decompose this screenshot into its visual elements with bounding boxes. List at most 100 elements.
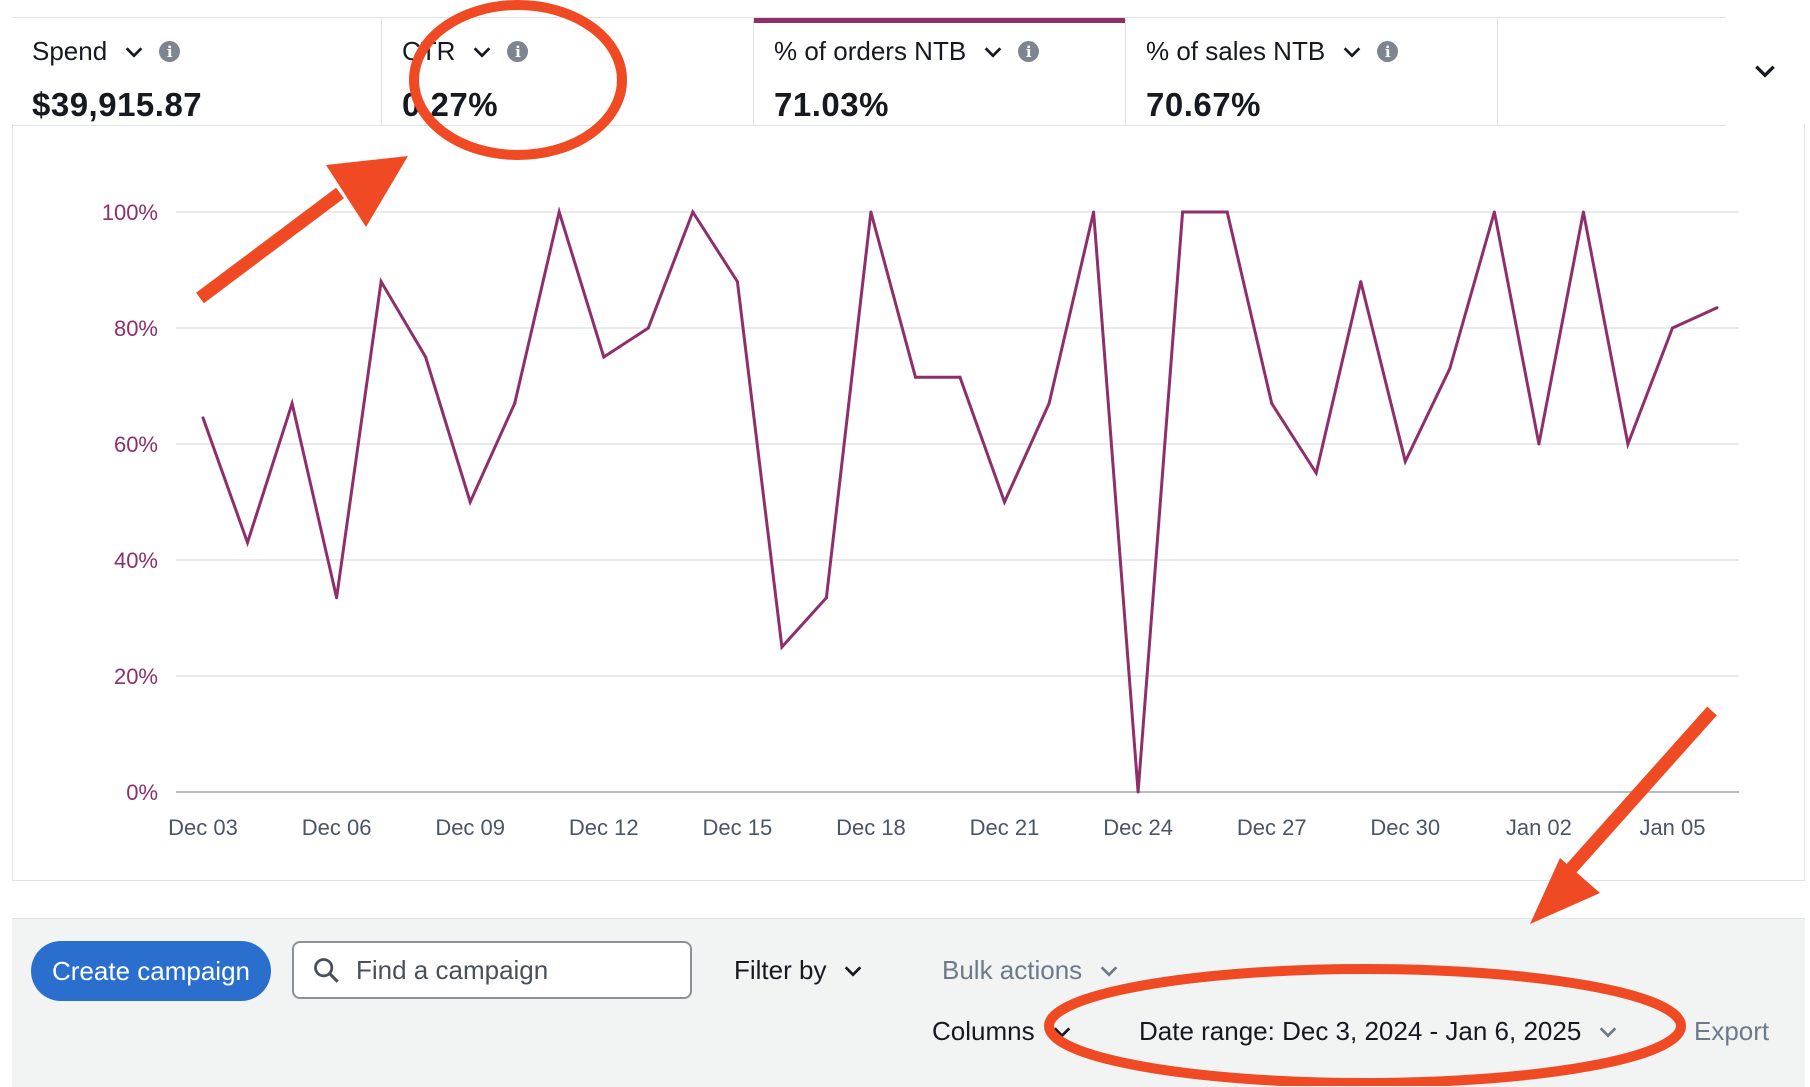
- chevron-down-icon: [845, 965, 862, 977]
- data-point[interactable]: [290, 401, 294, 405]
- series-line[interactable]: [201, 206, 1718, 793]
- data-point[interactable]: [1181, 210, 1185, 214]
- data-point[interactable]: [1314, 471, 1318, 475]
- info-icon[interactable]: i: [507, 41, 529, 62]
- chart-panel: 0% 20% 40% 60% 80% 100% Dec 03 Dec 06 Dec 09 Dec …: [12, 124, 1805, 881]
- metric-label: Spend: [32, 36, 108, 66]
- metric-tile-orders-ntb[interactable]: % of orders NTB i 71.03%: [754, 18, 1126, 125]
- data-point[interactable]: [335, 596, 339, 600]
- data-point[interactable]: [1359, 280, 1363, 284]
- x-tick-label: Dec 18: [836, 815, 906, 840]
- search-field[interactable]: [292, 941, 692, 999]
- data-point[interactable]: [1581, 210, 1585, 214]
- data-point[interactable]: [201, 416, 205, 420]
- expand-metrics-chevron-down-icon[interactable]: [1752, 58, 1778, 84]
- data-point[interactable]: [735, 280, 739, 284]
- data-point[interactable]: [1715, 306, 1719, 310]
- metric-value: 70.67%: [1146, 86, 1261, 123]
- bulk-actions-label: Bulk actions: [942, 955, 1083, 985]
- data-point[interactable]: [1492, 210, 1496, 214]
- x-tick-label: Dec 06: [302, 815, 372, 840]
- chevron-down-icon[interactable]: [1341, 41, 1363, 63]
- data-point[interactable]: [1003, 500, 1007, 504]
- export-label: Export: [1694, 1016, 1770, 1046]
- info-icon[interactable]: i: [1377, 41, 1399, 62]
- info-icon[interactable]: i: [1018, 41, 1040, 62]
- y-tick-label: 100%: [102, 200, 158, 225]
- data-point[interactable]: [513, 401, 517, 405]
- y-tick-label: 60%: [114, 432, 158, 457]
- chevron-down-icon[interactable]: [123, 41, 145, 63]
- data-point[interactable]: [1092, 210, 1096, 214]
- metric-value: 0.27%: [402, 86, 499, 123]
- x-tick-label: Jan 02: [1506, 815, 1572, 840]
- metric-label: CTR: [402, 36, 456, 66]
- data-point[interactable]: [1537, 442, 1541, 446]
- x-tick-label: Dec 24: [1103, 815, 1173, 840]
- create-campaign-button[interactable]: Create campaign: [31, 941, 271, 1001]
- x-tick-label: Dec 03: [168, 815, 238, 840]
- data-point[interactable]: [824, 596, 828, 600]
- data-point[interactable]: [557, 210, 561, 214]
- data-point[interactable]: [958, 375, 962, 379]
- data-point[interactable]: [1448, 367, 1452, 371]
- export-button[interactable]: Export: [1694, 1016, 1769, 1047]
- data-point[interactable]: [869, 210, 873, 214]
- metric-label-row: CTR i: [402, 36, 529, 67]
- data-point[interactable]: [780, 645, 784, 649]
- chevron-down-icon: [1100, 965, 1118, 977]
- bulk-actions-dropdown[interactable]: Bulk actions: [942, 955, 1120, 986]
- data-point[interactable]: [1270, 401, 1274, 405]
- campaign-toolbar: Create campaign Filter by Bulk actions C…: [12, 918, 1805, 1087]
- metric-label: % of orders NTB: [774, 36, 967, 66]
- date-range-label: Date range: Dec 3, 2024 - Jan 6, 2025: [1139, 1016, 1582, 1046]
- x-tick-label: Dec 30: [1370, 815, 1440, 840]
- metric-tile-spend[interactable]: Spend i $39,915.87: [12, 18, 382, 125]
- x-tick-label: Dec 09: [435, 815, 505, 840]
- metric-label: % of sales NTB: [1146, 36, 1326, 66]
- metric-tile-ctr[interactable]: CTR i 0.27%: [382, 18, 754, 125]
- x-tick-label: Dec 12: [569, 815, 639, 840]
- columns-dropdown[interactable]: Columns: [932, 1016, 1073, 1047]
- chevron-down-icon[interactable]: [471, 41, 493, 63]
- metric-tile-sales-ntb[interactable]: % of sales NTB i 70.67%: [1126, 18, 1498, 125]
- x-tick-label: Dec 21: [970, 815, 1040, 840]
- data-point[interactable]: [1047, 401, 1051, 405]
- data-point[interactable]: [913, 375, 917, 379]
- columns-label: Columns: [932, 1016, 1035, 1046]
- y-tick-label: 20%: [114, 664, 158, 689]
- data-point[interactable]: [246, 541, 250, 545]
- date-range-dropdown[interactable]: Date range: Dec 3, 2024 - Jan 6, 2025: [1139, 1016, 1619, 1047]
- x-tick-label: Dec 27: [1237, 815, 1307, 840]
- data-point[interactable]: [468, 500, 472, 504]
- y-tick-label: 80%: [114, 316, 158, 341]
- data-point[interactable]: [1403, 459, 1407, 463]
- data-point[interactable]: [424, 355, 428, 359]
- data-point[interactable]: [1626, 442, 1630, 446]
- x-tick-label: Dec 15: [702, 815, 772, 840]
- info-icon[interactable]: i: [159, 41, 181, 62]
- metrics-bar: Spend i $39,915.87 CTR i 0.27% % of orde…: [12, 17, 1726, 126]
- x-tick-label: Jan 05: [1639, 815, 1705, 840]
- y-tick-label: 0%: [126, 780, 158, 805]
- data-point[interactable]: [1670, 326, 1674, 330]
- data-point[interactable]: [1136, 790, 1140, 794]
- metric-value: $39,915.87: [32, 86, 203, 123]
- y-tick-label: 40%: [114, 548, 158, 573]
- data-point[interactable]: [602, 355, 606, 359]
- search-icon: [314, 958, 339, 983]
- data-point[interactable]: [691, 210, 695, 214]
- filter-by-dropdown[interactable]: Filter by: [734, 955, 864, 986]
- chevron-down-icon: [1053, 1026, 1070, 1038]
- data-point[interactable]: [1225, 210, 1229, 214]
- data-point[interactable]: [646, 326, 650, 330]
- metric-value: 71.03%: [774, 86, 889, 123]
- metric-label-row: % of sales NTB i: [1146, 36, 1399, 67]
- data-point[interactable]: [379, 280, 383, 284]
- chevron-down-icon: [1599, 1026, 1617, 1038]
- search-input[interactable]: [354, 953, 678, 987]
- metric-label-row: Spend i: [32, 36, 181, 67]
- chevron-down-icon[interactable]: [982, 41, 1004, 63]
- metric-label-row: % of orders NTB i: [774, 36, 1040, 67]
- line-chart: 0% 20% 40% 60% 80% 100% Dec 03 Dec 06 Dec 09 Dec …: [102, 200, 1739, 840]
